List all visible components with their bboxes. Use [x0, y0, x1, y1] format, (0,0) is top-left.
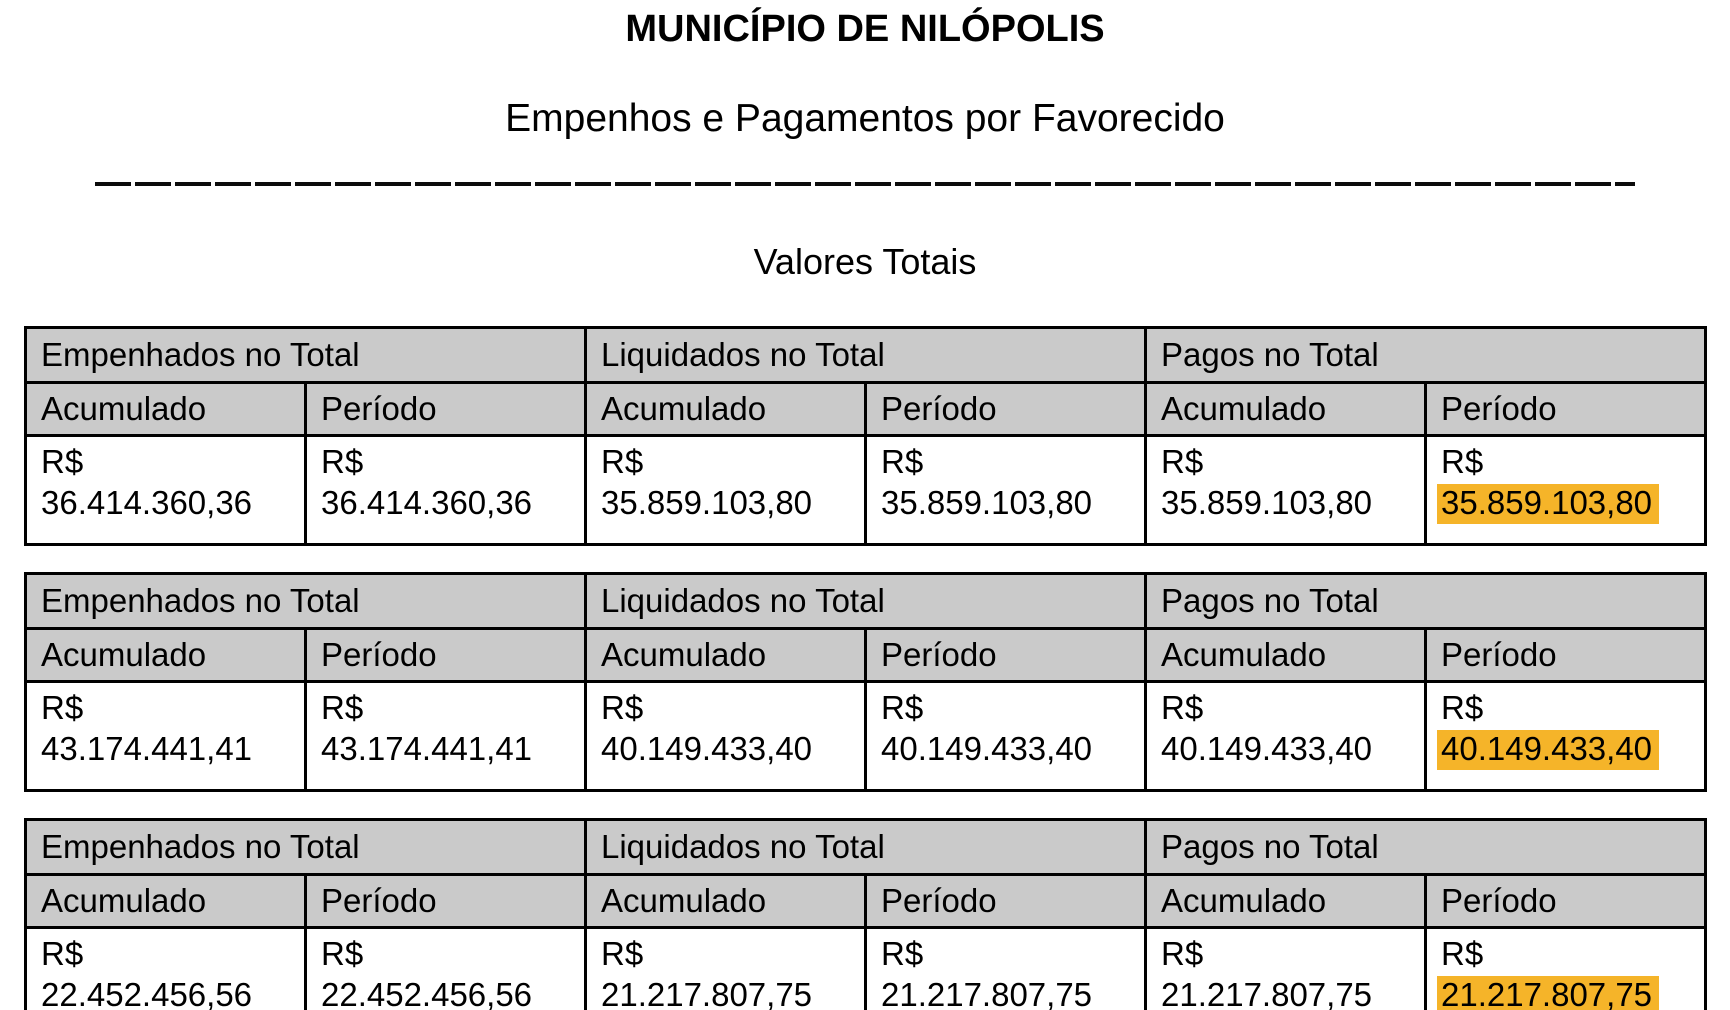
group-header-liquidados: Liquidados no Total — [584, 572, 1147, 630]
value-cell: R$ 36.414.360,36 — [24, 434, 307, 546]
column-header-acumulado: Acumulado — [584, 627, 867, 683]
currency-label: R$ — [1161, 689, 1204, 726]
column-header-periodo: Período — [304, 381, 587, 437]
value-cell: R$ 43.174.441,41 — [304, 680, 587, 792]
value-text: 40.149.433,40 — [881, 730, 1093, 767]
table-row: R$ 22.452.456,56 R$ 22.452.456,56 R$ 21.… — [24, 926, 1707, 1010]
group-header-empenhados: Empenhados no Total — [24, 818, 587, 876]
column-header-acumulado: Acumulado — [1144, 381, 1427, 437]
currency-label: R$ — [601, 935, 644, 972]
totals-table-2: Empenhados no Total Liquidados no Total … — [24, 572, 1707, 792]
value-text: 35.859.103,80 — [1161, 484, 1373, 521]
separator-line — [95, 182, 1635, 186]
search-highlight: 35.859.103,80 — [1437, 484, 1660, 524]
column-header-periodo: Período — [304, 627, 587, 683]
currency-label: R$ — [1161, 443, 1204, 480]
currency-label: R$ — [1441, 443, 1484, 480]
value-text: 36.414.360,36 — [321, 484, 533, 521]
currency-label: R$ — [321, 689, 364, 726]
column-header-acumulado: Acumulado — [1144, 873, 1427, 929]
currency-label: R$ — [1441, 689, 1484, 726]
value-text: 21.217.807,75 — [881, 976, 1093, 1010]
value-cell: R$ 40.149.433,40 — [1424, 680, 1707, 792]
currency-label: R$ — [601, 689, 644, 726]
value-cell: R$ 21.217.807,75 — [584, 926, 867, 1010]
group-header-empenhados: Empenhados no Total — [24, 572, 587, 630]
totals-table-1: Empenhados no Total Liquidados no Total … — [24, 326, 1707, 546]
value-cell: R$ 40.149.433,40 — [584, 680, 867, 792]
value-cell: R$ 22.452.456,56 — [24, 926, 307, 1010]
column-header-periodo: Período — [864, 381, 1147, 437]
currency-label: R$ — [601, 443, 644, 480]
value-text: 43.174.441,41 — [321, 730, 533, 767]
value-text: 36.414.360,36 — [41, 484, 253, 521]
table-row: Acumulado Período Acumulado Período Acum… — [24, 873, 1707, 929]
column-header-acumulado: Acumulado — [584, 381, 867, 437]
table-row: Acumulado Período Acumulado Período Acum… — [24, 381, 1707, 437]
column-header-periodo: Período — [1424, 381, 1707, 437]
value-text: 22.452.456,56 — [41, 976, 253, 1010]
value-cell: R$ 35.859.103,80 — [864, 434, 1147, 546]
value-text: 40.149.433,40 — [601, 730, 813, 767]
value-text: 35.859.103,80 — [601, 484, 813, 521]
currency-label: R$ — [41, 443, 84, 480]
value-text: 40.149.433,40 — [1161, 730, 1373, 767]
value-text: 21.217.807,75 — [1161, 976, 1373, 1010]
table-row: R$ 36.414.360,36 R$ 36.414.360,36 R$ 35.… — [24, 434, 1707, 546]
currency-label: R$ — [321, 935, 364, 972]
value-cell: R$ 43.174.441,41 — [24, 680, 307, 792]
totals-table-3: Empenhados no Total Liquidados no Total … — [24, 818, 1707, 1010]
search-highlight: 40.149.433,40 — [1437, 730, 1660, 770]
column-header-acumulado: Acumulado — [24, 627, 307, 683]
table-row: Empenhados no Total Liquidados no Total … — [24, 572, 1707, 630]
column-header-acumulado: Acumulado — [24, 873, 307, 929]
currency-label: R$ — [41, 935, 84, 972]
value-cell: R$ 35.859.103,80 — [584, 434, 867, 546]
table-row: Empenhados no Total Liquidados no Total … — [24, 326, 1707, 384]
group-header-liquidados: Liquidados no Total — [584, 818, 1147, 876]
currency-label: R$ — [1441, 935, 1484, 972]
value-text: 21.217.807,75 — [601, 976, 813, 1010]
value-cell: R$ 35.859.103,80 — [1144, 434, 1427, 546]
currency-label: R$ — [881, 443, 924, 480]
value-text: 43.174.441,41 — [41, 730, 253, 767]
column-header-periodo: Período — [864, 873, 1147, 929]
currency-label: R$ — [1161, 935, 1204, 972]
column-header-acumulado: Acumulado — [584, 873, 867, 929]
value-cell: R$ 40.149.433,40 — [864, 680, 1147, 792]
group-header-pagos: Pagos no Total — [1144, 572, 1707, 630]
table-row: Acumulado Período Acumulado Período Acum… — [24, 627, 1707, 683]
page-subtitle: Empenhos e Pagamentos por Favorecido — [505, 97, 1225, 140]
section-title: Valores Totais — [753, 241, 977, 282]
column-header-periodo: Período — [1424, 873, 1707, 929]
group-header-empenhados: Empenhados no Total — [24, 326, 587, 384]
currency-label: R$ — [41, 689, 84, 726]
value-cell: R$ 36.414.360,36 — [304, 434, 587, 546]
column-header-periodo: Período — [1424, 627, 1707, 683]
currency-label: R$ — [881, 935, 924, 972]
currency-label: R$ — [321, 443, 364, 480]
page-title: MUNICÍPIO DE NILÓPOLIS — [625, 8, 1105, 50]
group-header-liquidados: Liquidados no Total — [584, 326, 1147, 384]
value-cell: R$ 21.217.807,75 — [1144, 926, 1427, 1010]
group-header-pagos: Pagos no Total — [1144, 818, 1707, 876]
value-cell: R$ 21.217.807,75 — [864, 926, 1147, 1010]
table-row: Empenhados no Total Liquidados no Total … — [24, 818, 1707, 876]
column-header-periodo: Período — [304, 873, 587, 929]
search-highlight: 21.217.807,75 — [1437, 976, 1660, 1010]
column-header-acumulado: Acumulado — [24, 381, 307, 437]
value-cell: R$ 21.217.807,75 — [1424, 926, 1707, 1010]
group-header-pagos: Pagos no Total — [1144, 326, 1707, 384]
value-cell: R$ 22.452.456,56 — [304, 926, 587, 1010]
table-row: R$ 43.174.441,41 R$ 43.174.441,41 R$ 40.… — [24, 680, 1707, 792]
currency-label: R$ — [881, 689, 924, 726]
column-header-acumulado: Acumulado — [1144, 627, 1427, 683]
value-text: 35.859.103,80 — [881, 484, 1093, 521]
value-text: 22.452.456,56 — [321, 976, 533, 1010]
value-cell: R$ 35.859.103,80 — [1424, 434, 1707, 546]
value-cell: R$ 40.149.433,40 — [1144, 680, 1427, 792]
column-header-periodo: Período — [864, 627, 1147, 683]
